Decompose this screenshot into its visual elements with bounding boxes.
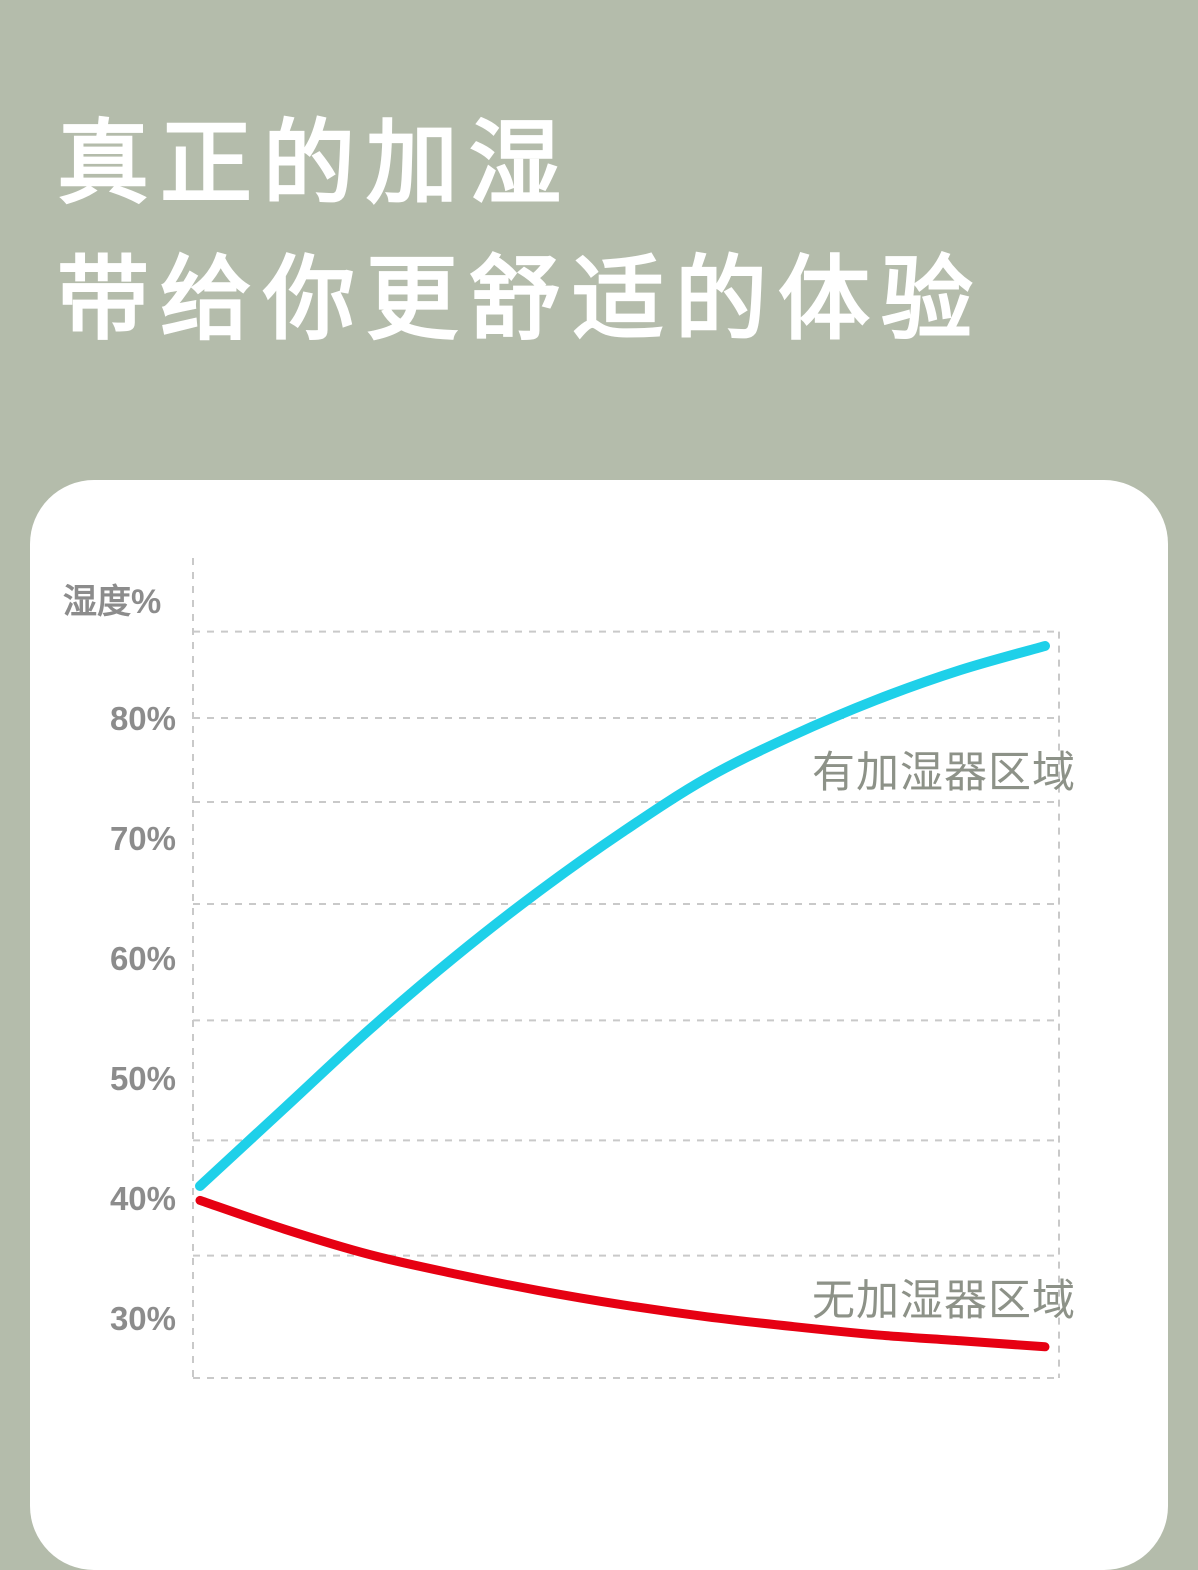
title-line-2: 带给你更舒适的体验 [57,249,985,351]
hero-title: 真正的加湿 带给你更舒适的体验 [57,96,984,368]
series-label-without-humidifier: 无加湿器区域 [812,1277,1076,1325]
y-tick-label: 80% [110,700,176,737]
chart-card: 80% 70% 60% 50% 40% 30% 湿度% 有加湿器区域 无加湿器区域 [30,480,1168,1570]
y-tick-label: 70% [110,820,176,857]
y-tick-label: 60% [110,940,176,977]
page-background: 真正的加湿 带给你更舒适的体验 80% 70% 60% 50% 40% 30% 湿度% 有… [30,96,1168,1570]
curve-with-humidifier [195,641,1050,1191]
y-tick-label: 50% [110,1060,176,1097]
title-line-1: 真正的加湿 [57,113,573,215]
series-label-with-humidifier: 有加湿器区域 [812,749,1076,797]
y-tick-label: 40% [110,1180,176,1217]
y-tick-labels: 80% 70% 60% 50% 40% 30% [110,700,176,1337]
series-curves [195,641,1050,1352]
y-tick-label: 30% [110,1300,176,1337]
gridlines [192,558,1060,1379]
curve-without-humidifier [195,1195,1050,1352]
y-axis-title: 湿度% [63,583,161,621]
humidity-chart: 80% 70% 60% 50% 40% 30% 湿度% [63,558,1060,1379]
